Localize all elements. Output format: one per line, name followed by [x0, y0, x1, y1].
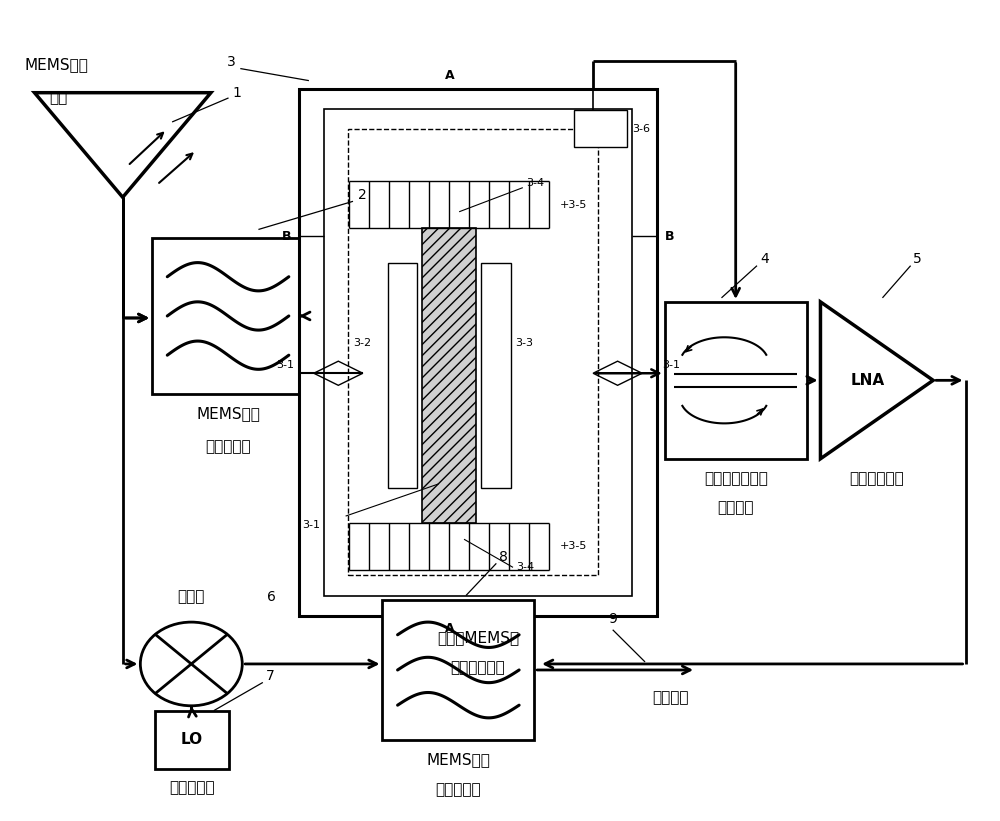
Bar: [422, 228, 476, 523]
Text: LNA: LNA: [851, 373, 885, 388]
Text: A: A: [445, 622, 454, 635]
Text: 5: 5: [913, 252, 922, 266]
Text: MEMS微波: MEMS微波: [25, 57, 89, 72]
Text: 9: 9: [608, 612, 617, 626]
Text: B: B: [665, 230, 674, 243]
Text: 6: 6: [267, 590, 276, 604]
Text: LO: LO: [181, 732, 203, 747]
Text: 4: 4: [760, 252, 769, 266]
Text: 3-1: 3-1: [303, 521, 321, 530]
Text: 1: 1: [232, 86, 241, 100]
Bar: [324, 109, 632, 595]
Bar: [574, 110, 627, 147]
Bar: [155, 711, 229, 768]
Bar: [665, 302, 807, 459]
Text: 3-1: 3-1: [276, 360, 294, 370]
Text: 天线: 天线: [49, 90, 67, 105]
Bar: [388, 264, 417, 488]
Text: 3-3: 3-3: [515, 338, 533, 348]
Bar: [152, 237, 304, 394]
Text: 3-4: 3-4: [526, 178, 544, 188]
Text: 在线式MEMS微: 在线式MEMS微: [437, 631, 519, 645]
Text: 2: 2: [358, 188, 367, 202]
Text: +3-5: +3-5: [559, 542, 587, 552]
Text: 微波滤波器: 微波滤波器: [205, 438, 251, 454]
Text: 预处理器: 预处理器: [717, 501, 754, 516]
Text: B: B: [282, 230, 291, 243]
Text: 7: 7: [266, 669, 275, 683]
Bar: [382, 599, 534, 741]
Text: 3-4: 3-4: [516, 562, 534, 571]
Text: 中频滤波器: 中频滤波器: [436, 782, 481, 797]
Text: 中频输出: 中频输出: [652, 690, 688, 705]
Bar: [299, 89, 657, 616]
Text: 波功率传感器: 波功率传感器: [451, 660, 505, 675]
Text: A: A: [445, 69, 454, 82]
Bar: [481, 264, 511, 488]
Text: MEMS可调: MEMS可调: [196, 406, 260, 421]
Text: 可衰减和可放大: 可衰减和可放大: [704, 470, 768, 486]
Text: +3-5: +3-5: [559, 200, 587, 209]
Bar: [348, 129, 598, 576]
Text: 8: 8: [499, 550, 508, 564]
Text: 3-1: 3-1: [662, 360, 680, 370]
Text: MEMS可调: MEMS可调: [426, 752, 490, 768]
Text: 混频器: 混频器: [178, 589, 205, 604]
Text: 低噪声放大器: 低噪声放大器: [849, 470, 904, 486]
Text: 3-6: 3-6: [632, 124, 650, 134]
Text: 3-2: 3-2: [353, 338, 371, 348]
Text: 3: 3: [227, 55, 235, 69]
Text: 本地振荡器: 本地振荡器: [169, 781, 215, 796]
